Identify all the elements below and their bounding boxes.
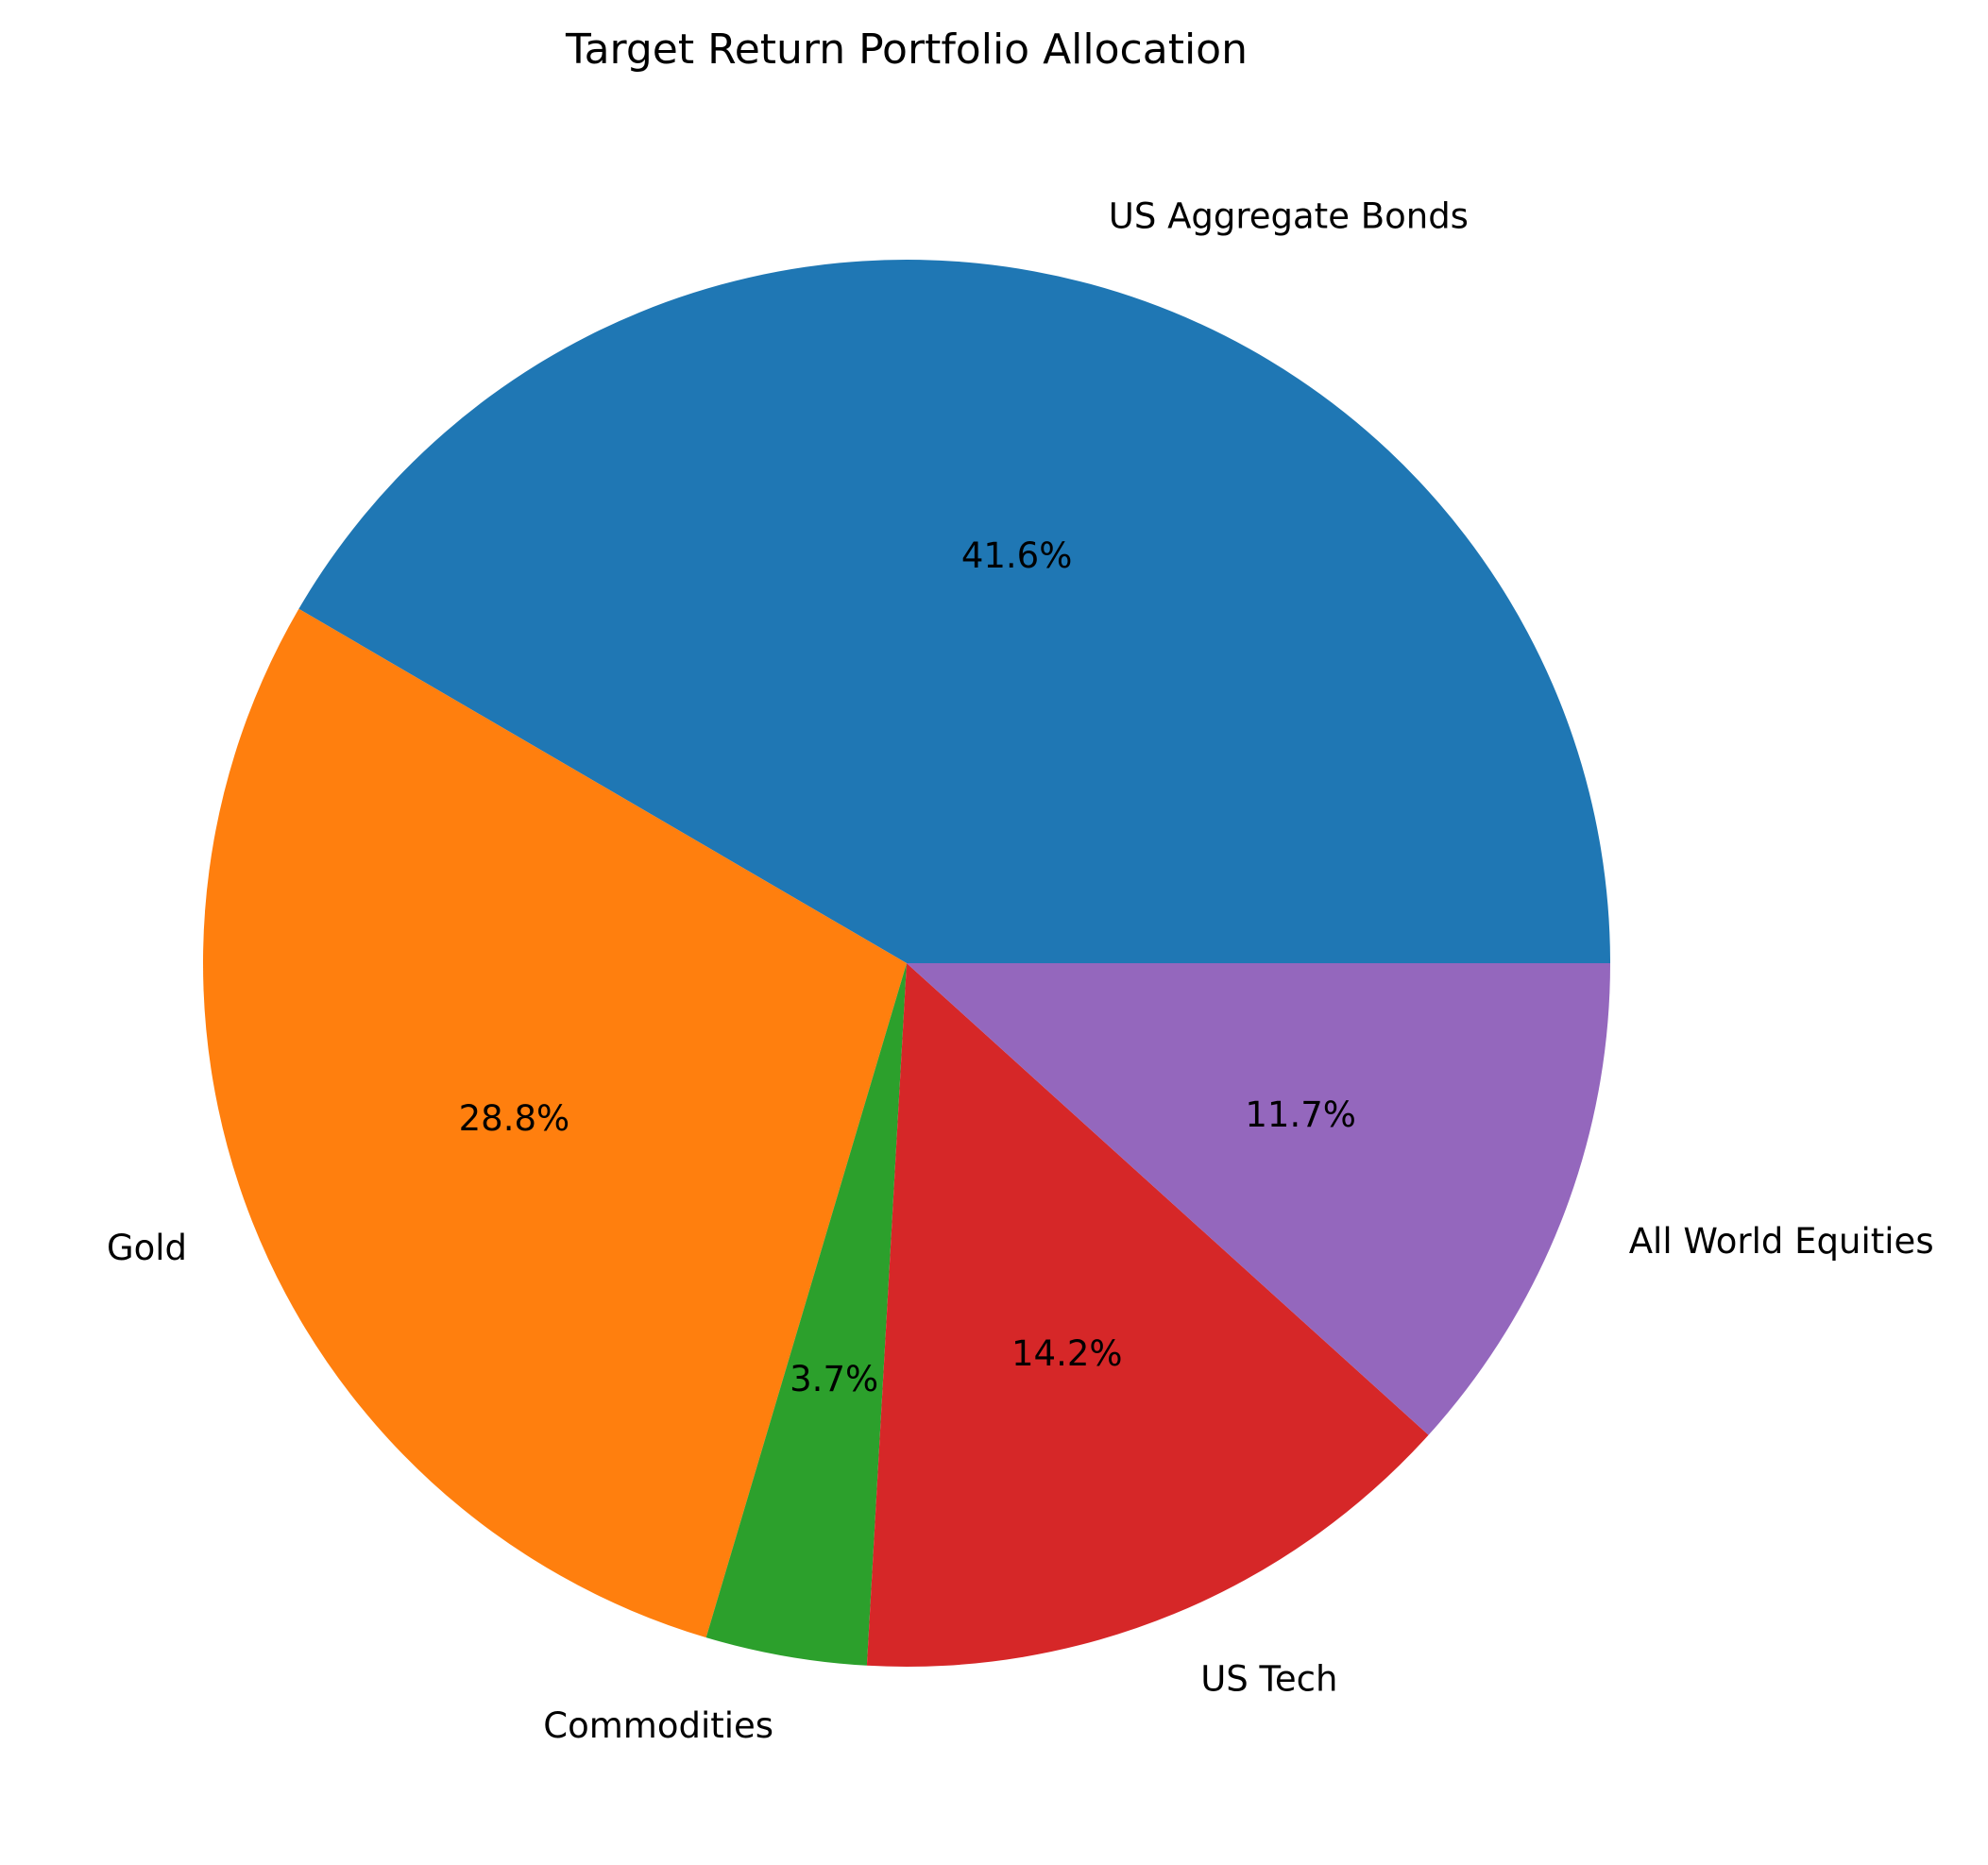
pct-label-us-aggregate-bonds: 41.6% — [961, 535, 1073, 576]
pie-slice-gold — [203, 608, 907, 1638]
pie-slice-us-aggregate-bonds — [298, 260, 1610, 963]
pct-label-us-tech: 14.2% — [1011, 1333, 1123, 1374]
pie-slice-commodities — [705, 963, 907, 1666]
slice-label-all-world-equities: All World Equities — [1629, 1221, 1934, 1262]
pie-slice-all-world-equities — [907, 963, 1610, 1435]
slice-label-us-tech: US Tech — [1200, 1659, 1337, 1700]
pct-label-commodities: 3.7% — [790, 1359, 878, 1399]
pct-label-gold: 28.8% — [459, 1098, 570, 1139]
slice-label-gold: Gold — [107, 1228, 187, 1268]
slice-label-us-aggregate-bonds: US Aggregate Bonds — [1109, 195, 1469, 236]
pie-slice-us-tech — [866, 963, 1429, 1667]
pie-labels: US Aggregate Bonds 41.6% Gold 28.8% Commodit… — [107, 195, 1934, 1745]
pct-label-all-world-equities: 11.7% — [1245, 1094, 1356, 1135]
chart-title: Target Return Portfolio Allocation — [565, 25, 1248, 74]
pie-slices — [203, 260, 1610, 1667]
slice-label-commodities: Commodities — [543, 1705, 773, 1746]
